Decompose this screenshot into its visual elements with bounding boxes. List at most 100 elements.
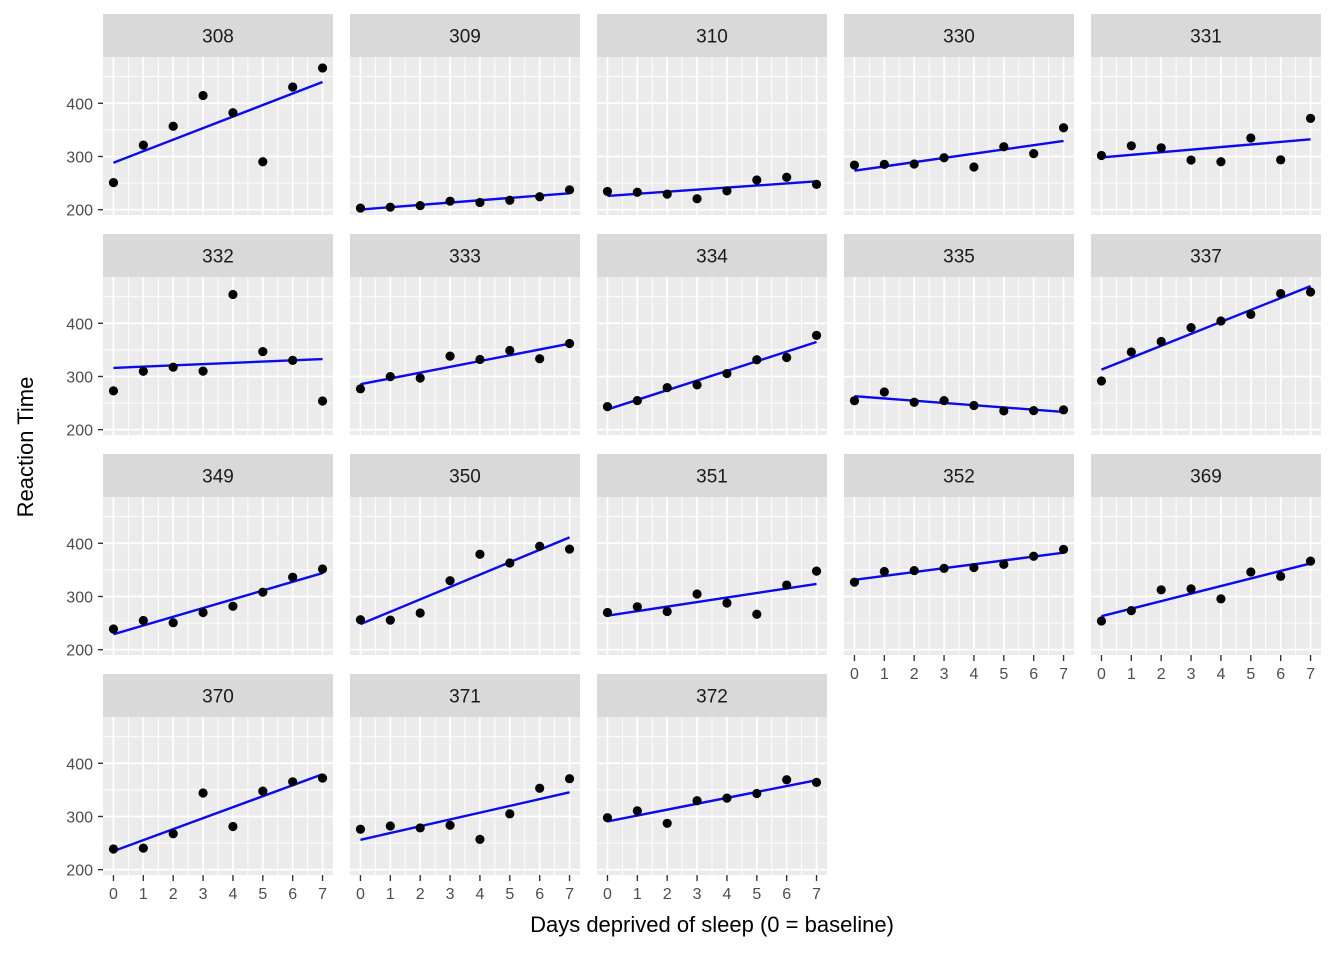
y-tick-label: 300: [66, 369, 93, 386]
data-point: [782, 775, 792, 785]
data-point: [198, 366, 208, 376]
data-point: [1126, 347, 1136, 357]
data-point: [849, 577, 860, 587]
data-point: [228, 289, 238, 300]
x-tick-label: 0: [1097, 666, 1106, 683]
facet-strip-label: 337: [1190, 247, 1222, 268]
data-point: [168, 121, 178, 131]
facet-strip-label: 332: [202, 247, 234, 268]
x-tick-label: 3: [199, 886, 208, 903]
x-tick-label: 4: [1216, 666, 1225, 683]
data-point: [168, 829, 178, 839]
data-point: [415, 823, 425, 833]
data-point: [1246, 567, 1256, 577]
x-tick-label: 0: [356, 886, 365, 903]
facet-strip: [844, 234, 1074, 277]
data-point: [138, 843, 148, 853]
y-tick-label: 200: [66, 203, 93, 220]
data-point: [1186, 584, 1196, 594]
data-point: [198, 90, 208, 101]
regression-line: [113, 357, 323, 370]
y-axis-title: Reaction Time: [13, 376, 38, 518]
data-point: [602, 401, 613, 412]
facet-strip: [103, 14, 333, 57]
data-point: [811, 330, 822, 340]
data-point: [1029, 406, 1039, 416]
data-point: [1058, 405, 1069, 415]
facet-strip: [103, 674, 333, 717]
x-tick-label: 3: [1187, 666, 1196, 683]
x-tick-label: 3: [446, 886, 455, 903]
data-point: [445, 351, 455, 361]
y-tick-label: 400: [66, 96, 93, 113]
facet-strip: [844, 14, 1074, 57]
data-point: [999, 559, 1009, 569]
data-point: [722, 186, 732, 196]
data-point: [108, 624, 119, 634]
data-point: [415, 200, 425, 211]
data-point: [505, 195, 515, 205]
data-point: [475, 834, 485, 844]
x-tick-label: 2: [416, 886, 425, 903]
x-tick-label: 1: [139, 886, 148, 903]
data-point: [752, 175, 762, 185]
x-tick-label: 4: [969, 666, 978, 683]
data-point: [722, 598, 732, 608]
facet-strip: [350, 454, 580, 497]
data-point: [969, 162, 979, 172]
x-tick-label: 3: [940, 666, 949, 683]
x-tick-label: 2: [1157, 666, 1166, 683]
facet-strip: [844, 454, 1074, 497]
data-point: [108, 178, 119, 188]
data-point: [1216, 594, 1226, 604]
data-point: [752, 609, 762, 619]
data-point: [288, 355, 298, 365]
data-point: [138, 615, 148, 626]
data-point: [999, 142, 1009, 152]
data-point: [999, 406, 1009, 416]
data-point: [632, 602, 642, 612]
data-point: [1029, 551, 1039, 561]
regression-line: [1101, 138, 1311, 159]
data-point: [849, 160, 860, 170]
x-tick-label: 0: [603, 886, 612, 903]
data-point: [782, 352, 792, 363]
regression-line: [359, 536, 571, 626]
data-point: [415, 373, 425, 383]
regression-line: [607, 180, 817, 198]
data-point: [1029, 149, 1039, 159]
x-tick-label: 1: [633, 886, 642, 903]
data-point: [909, 397, 919, 407]
x-tick-label: 6: [1276, 666, 1285, 683]
facet-strip-label: 334: [696, 247, 728, 268]
facet-strip: [597, 674, 827, 717]
data-point: [535, 354, 545, 364]
data-point: [692, 194, 702, 204]
x-tick-label: 4: [475, 886, 484, 903]
x-tick-label: 5: [505, 886, 514, 903]
x-tick-label: 6: [782, 886, 791, 903]
data-point: [385, 821, 395, 831]
data-point: [108, 386, 119, 396]
y-tick-label: 200: [66, 643, 93, 660]
y-tick-label: 200: [66, 423, 93, 440]
data-point: [752, 355, 762, 365]
facet-strip-label: 372: [696, 687, 728, 708]
data-point: [1246, 309, 1256, 319]
data-point: [632, 395, 642, 406]
data-point: [632, 187, 642, 197]
data-point: [505, 345, 515, 356]
data-point: [969, 400, 979, 411]
x-axis-title: Days deprived of sleep (0 = baseline): [530, 912, 894, 937]
facet-strip-label: 310: [696, 27, 728, 48]
facet-strip: [1091, 454, 1321, 497]
y-tick-label: 300: [66, 809, 93, 826]
regression-line: [607, 582, 817, 617]
x-tick-label: 6: [1029, 666, 1038, 683]
data-point: [811, 566, 822, 576]
data-point: [752, 788, 762, 799]
regression-line: [360, 342, 570, 386]
data-point: [909, 159, 919, 169]
x-tick-label: 4: [228, 886, 237, 903]
data-point: [258, 346, 268, 357]
